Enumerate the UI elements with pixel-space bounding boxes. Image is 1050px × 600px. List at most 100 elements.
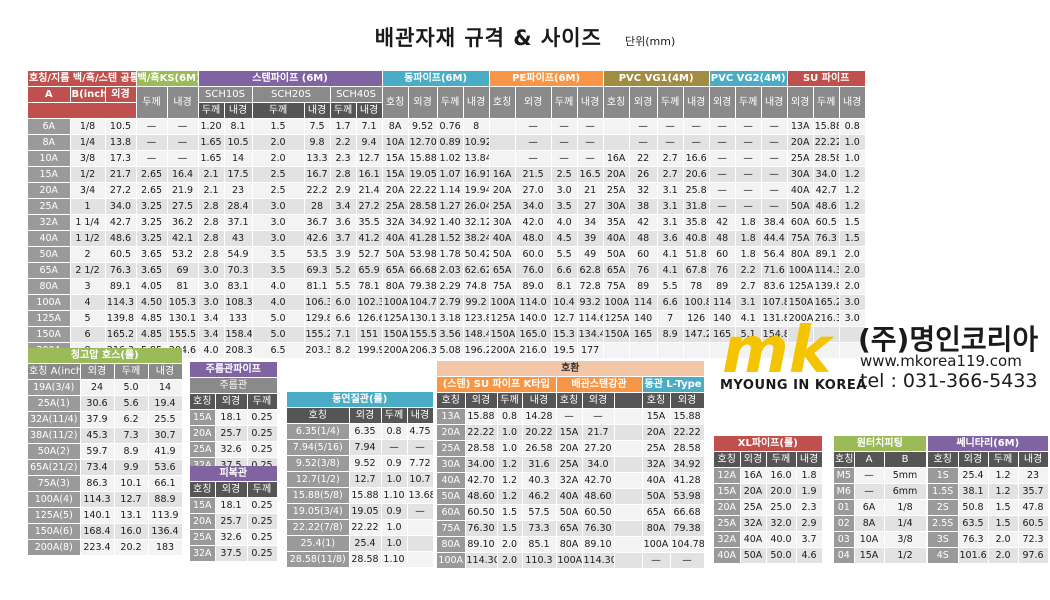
table-cell: 1.20: [198, 118, 225, 135]
table-cell: 1.5: [988, 515, 1019, 532]
table-cell: 133: [224, 310, 253, 327]
header-row: XL파이프(롤): [714, 436, 823, 452]
table-row: 25A 32.6 0.25: [190, 441, 278, 458]
header-cell: 내경: [356, 102, 383, 119]
table-cell: 140: [709, 310, 736, 327]
table-row: 4S 101.6 2.0 97.6: [928, 547, 1049, 564]
table-row: 50A(2) 59.7 8.9 41.9: [28, 443, 183, 460]
table-cell: 125A: [28, 310, 71, 327]
table-row: 19.05(3/4) 19.05 0.9—: [287, 503, 434, 520]
table-cell: [614, 504, 643, 521]
table-cell: 20.6: [683, 166, 710, 183]
table-cell: 41.9: [148, 443, 183, 460]
header-cell: 두께: [114, 363, 149, 380]
header-cell: [614, 392, 643, 409]
table-cell: 32.0: [766, 515, 797, 532]
table-cell: 0.9: [381, 455, 408, 472]
table-cell: 3: [70, 278, 106, 295]
table-cell: 3.0: [198, 278, 225, 295]
table-cell: 2.03: [437, 262, 464, 279]
table-cell: 4.50: [136, 294, 168, 311]
table-cell: 3.4: [198, 310, 225, 327]
table-cell: 32A: [642, 456, 671, 473]
table-cell: 1.2: [839, 198, 866, 215]
table-row: 25A 1 34.0 3.25 27.5 2.8 28.4 3.0 28 3.4 27.2 25A 28…: [28, 198, 866, 215]
table-row: M6—6mm: [834, 483, 927, 500]
table-cell: 9.52: [408, 118, 438, 135]
header-cell: 피복관: [190, 466, 278, 482]
table-cell: 6.35: [349, 423, 382, 440]
table-cell: 5.5: [657, 278, 684, 295]
table-cell: 3/8: [884, 531, 927, 548]
table-row: 25A 32A 32.0 2.9: [714, 515, 823, 532]
table-cell: 15.88(5/8): [287, 487, 350, 504]
brand-url[interactable]: www.mkorea119.com: [860, 352, 1022, 370]
table-cell: 1.0: [381, 519, 408, 536]
table-cell: 203.3: [304, 342, 331, 359]
table-row: 8A 1/4 13.8— —1.65 10.5 2.0 9.8 2.2 9.4 10A 12.70 0…: [28, 134, 866, 151]
table-cell: 3.9: [330, 246, 357, 263]
table-cell: 1.2: [497, 456, 523, 473]
header-cell: 배관스텐강관: [556, 376, 643, 393]
header-row: (스텐) SU 파이프 K타입 배관스텐강관 동관 L-Type: [437, 376, 705, 393]
table-cell: [614, 408, 643, 425]
table-cell: 26.04: [463, 198, 490, 215]
table-cell: 80A: [437, 536, 466, 553]
table-cell: 54.9: [224, 246, 253, 263]
table-cell: 53.5: [304, 246, 331, 263]
table-cell: 16.6: [683, 150, 710, 167]
table-cell: 50A: [642, 488, 671, 505]
table-cell: 78.1: [356, 278, 383, 295]
table-cell: 107.8: [761, 294, 788, 311]
table-cell: [407, 535, 434, 552]
table-cell: 6A: [28, 118, 71, 135]
table-cell: 150A: [787, 294, 814, 311]
table-cell: 5.08: [437, 342, 464, 359]
header-row: 청고압 호스(롤): [28, 348, 183, 364]
table-cell: —: [577, 118, 604, 135]
header-cell: 백/흑KS(6M): [136, 71, 199, 87]
table-cell: [614, 472, 643, 489]
header-row: 호칭 A B: [834, 451, 927, 468]
table-cell: 28.4: [224, 198, 253, 215]
table-cell: [787, 326, 814, 343]
table-cell: 60.5: [1018, 515, 1049, 532]
table-cell: 50.8: [958, 499, 989, 516]
table-cell: 3.0: [839, 310, 866, 327]
table-cell: 32.6: [215, 441, 248, 458]
table-row: 80A 3 89.1 4.05 81 3.0 83.1 4.0 81.1 5.5 78.1 80A 79…: [28, 278, 866, 295]
table-cell: 75A: [787, 230, 814, 247]
header-row: 호칭 외경 두께 내경: [714, 451, 823, 468]
header-cell: 호칭: [287, 407, 350, 424]
table-cell: 4.75: [407, 423, 434, 440]
table-row: 02 8A 1/4: [834, 515, 927, 532]
table-cell: 25.7: [215, 513, 248, 530]
table-cell: 7.1: [330, 326, 357, 343]
table-cell: 02: [834, 515, 855, 532]
table-row: 20A 3/4 27.2 2.65 21.9 2.1 23 2.5 22.2 2.9 21.4 20A…: [28, 182, 866, 199]
table-cell: 16A: [489, 166, 516, 183]
table-cell: —: [407, 503, 434, 520]
table-cell: 1/2: [884, 547, 927, 564]
header-row: 호칭 외경 두께: [190, 393, 278, 410]
table-cell: 3/8: [70, 150, 106, 167]
table-row: 25A 32.6 0.25: [190, 529, 278, 546]
table-cell: 1.9: [796, 483, 823, 500]
table-cell: —: [683, 118, 710, 135]
table-cell: 8: [463, 118, 490, 135]
table-cell: 5.1: [735, 326, 762, 343]
table-cell: [614, 520, 643, 537]
table-cell: 6.6: [551, 262, 578, 279]
table-cell: 2.0: [252, 134, 305, 151]
table-cell: 37.5: [215, 545, 248, 562]
table-cell: 38A(11/2): [28, 427, 81, 444]
table-cell: 151: [356, 326, 383, 343]
table-cell: 10A: [28, 150, 71, 167]
table-row: 15A 18.1 0.25: [190, 497, 278, 514]
table-cell: 19.5: [551, 342, 578, 359]
table-cell: 10A: [382, 134, 409, 151]
table-cell: 25A: [28, 198, 71, 215]
table-cell: 50A: [489, 246, 516, 263]
table-cell: 27.0: [515, 182, 552, 199]
header-cell: 내경: [522, 392, 557, 409]
